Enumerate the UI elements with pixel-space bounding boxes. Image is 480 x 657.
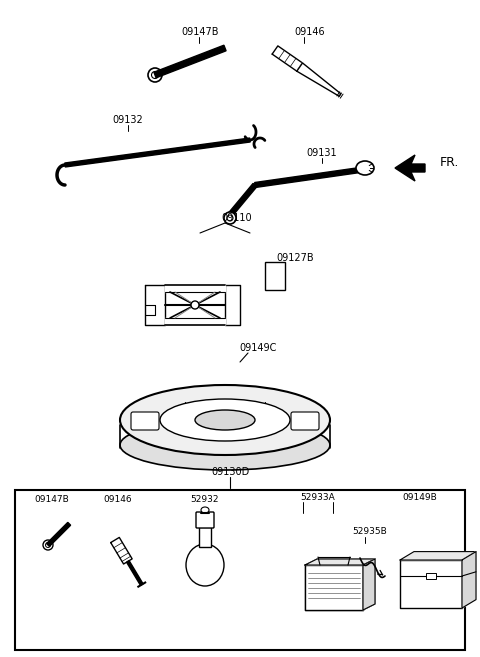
Polygon shape	[272, 46, 302, 71]
Polygon shape	[462, 552, 476, 608]
Text: 52932: 52932	[191, 495, 219, 505]
Ellipse shape	[201, 507, 209, 513]
Polygon shape	[127, 560, 143, 585]
Polygon shape	[225, 285, 240, 325]
Polygon shape	[400, 552, 476, 560]
Polygon shape	[255, 168, 360, 187]
Text: 09110: 09110	[222, 213, 252, 223]
FancyBboxPatch shape	[15, 490, 465, 650]
Polygon shape	[165, 318, 225, 325]
Polygon shape	[145, 285, 165, 325]
Text: 09149C: 09149C	[240, 343, 276, 353]
Ellipse shape	[160, 399, 290, 441]
FancyBboxPatch shape	[131, 412, 159, 430]
Polygon shape	[395, 155, 425, 181]
Text: 09147B: 09147B	[181, 27, 219, 37]
Ellipse shape	[224, 212, 236, 224]
Ellipse shape	[195, 410, 255, 430]
Polygon shape	[165, 285, 225, 292]
Ellipse shape	[356, 161, 374, 175]
Ellipse shape	[120, 385, 330, 455]
Text: 52933A: 52933A	[300, 493, 336, 501]
Polygon shape	[363, 559, 375, 610]
Polygon shape	[305, 565, 363, 610]
FancyBboxPatch shape	[426, 573, 436, 579]
Polygon shape	[305, 559, 375, 565]
Polygon shape	[400, 560, 462, 608]
Polygon shape	[154, 45, 226, 78]
FancyBboxPatch shape	[199, 527, 211, 547]
Polygon shape	[47, 522, 71, 547]
Text: 09131: 09131	[307, 148, 337, 158]
Polygon shape	[65, 138, 250, 167]
Ellipse shape	[120, 420, 330, 470]
Text: 09147B: 09147B	[35, 495, 70, 505]
Text: FR.: FR.	[440, 156, 459, 170]
Ellipse shape	[191, 301, 199, 309]
Text: 09130D: 09130D	[211, 467, 249, 477]
Text: 09149B: 09149B	[403, 493, 437, 501]
Polygon shape	[111, 537, 132, 564]
Text: 09132: 09132	[113, 115, 144, 125]
Polygon shape	[228, 183, 257, 217]
Ellipse shape	[186, 544, 224, 586]
FancyBboxPatch shape	[291, 412, 319, 430]
Text: 09146: 09146	[104, 495, 132, 505]
Text: 09127B: 09127B	[276, 253, 314, 263]
FancyBboxPatch shape	[196, 512, 214, 528]
Text: 09146: 09146	[295, 27, 325, 37]
Polygon shape	[297, 63, 341, 96]
Text: 52935B: 52935B	[353, 528, 387, 537]
FancyBboxPatch shape	[265, 262, 285, 290]
